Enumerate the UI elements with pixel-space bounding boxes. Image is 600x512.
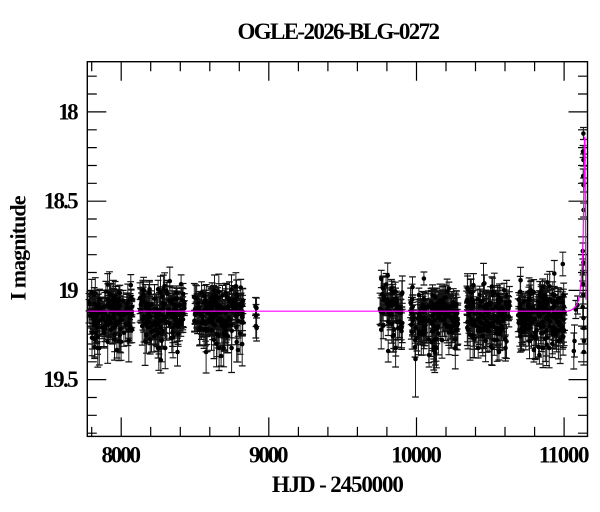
svg-text:19: 19 (58, 278, 79, 303)
svg-text:9000: 9000 (249, 443, 289, 468)
svg-text:OGLE-2026-BLG-0272: OGLE-2026-BLG-0272 (237, 19, 440, 44)
svg-text:8000: 8000 (101, 443, 141, 468)
svg-text:HJD - 2450000: HJD - 2450000 (272, 472, 404, 497)
svg-text:10000: 10000 (391, 443, 442, 468)
svg-text:11000: 11000 (539, 443, 590, 468)
svg-text:18: 18 (58, 99, 79, 124)
svg-text:18.5: 18.5 (44, 189, 79, 214)
svg-text:19.5: 19.5 (43, 367, 78, 392)
svg-text:I magnitude: I magnitude (6, 195, 31, 300)
